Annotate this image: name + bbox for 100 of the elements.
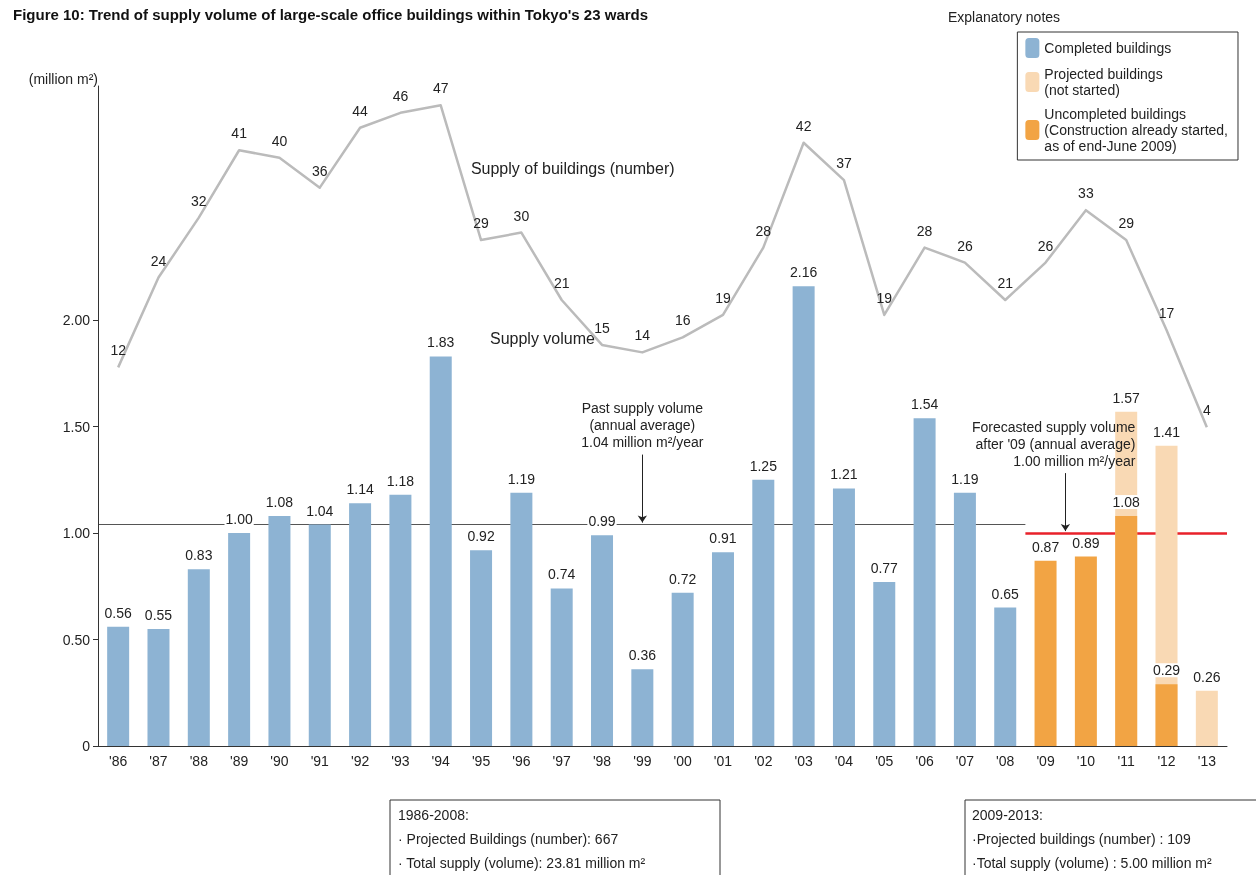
bar	[631, 669, 654, 746]
bar	[429, 356, 452, 746]
text: · Total supply (volume): 23.81 million m²	[398, 855, 646, 871]
data-label: 1.57	[1112, 389, 1141, 406]
bar	[389, 494, 412, 746]
data-label: 1.41	[1152, 423, 1181, 440]
x-tick-label: '09	[1036, 753, 1055, 769]
data-label: 19	[876, 289, 893, 306]
bar	[147, 628, 170, 746]
x-tick-label: '89	[230, 753, 249, 769]
bar	[187, 569, 210, 746]
data-label: 1.18	[386, 472, 415, 489]
data-label: 1.08	[265, 494, 294, 511]
legend-title: Explanatory notes	[948, 9, 1061, 25]
bar	[752, 479, 775, 746]
x-tick-label: '13	[1197, 753, 1217, 769]
data-label: 0.65	[991, 585, 1020, 602]
series-label: Supply of buildings (number)	[470, 160, 675, 178]
bar	[591, 535, 614, 746]
bar	[832, 488, 855, 746]
x-tick-label: '08	[996, 753, 1015, 769]
data-label: 42	[795, 117, 812, 134]
bar	[671, 592, 694, 746]
x-tick-label: '00	[673, 753, 692, 769]
y-tick-label: 2.00	[62, 312, 91, 329]
x-tick-label: '01	[713, 753, 733, 769]
x-tick-label: '92	[350, 753, 370, 769]
bar	[349, 503, 372, 746]
data-label: 0.99	[588, 513, 616, 530]
bar	[792, 286, 815, 746]
legend-label: Uncompleted buildings (Construction already started, as of end-June 2009)	[1044, 106, 1228, 154]
text: 1986-2008:	[398, 807, 469, 823]
data-label: 40	[271, 132, 288, 149]
data-label: 37	[836, 155, 852, 172]
data-label: 29	[473, 215, 490, 232]
bar	[1074, 556, 1097, 746]
x-tick-label: '87	[149, 753, 168, 769]
text: 2009-2013:	[972, 807, 1043, 823]
bar	[994, 607, 1017, 746]
data-label: 0.72	[669, 570, 697, 587]
x-tick-label: '88	[189, 753, 209, 769]
data-label: 0.92	[467, 528, 495, 545]
bar	[1195, 690, 1218, 746]
bar	[470, 550, 493, 746]
data-label: 28	[755, 222, 772, 239]
data-label: 0.29	[1152, 662, 1181, 679]
data-label: 21	[553, 274, 570, 291]
bar	[873, 582, 896, 746]
data-label: 14	[634, 327, 651, 344]
legend-label: Projected buildings (not started)	[1044, 66, 1163, 98]
x-tick-label: '05	[875, 753, 894, 769]
data-label: 21	[997, 274, 1014, 291]
data-label: 0.89	[1072, 534, 1100, 551]
bar	[953, 492, 976, 746]
data-label: 2.16	[790, 264, 818, 281]
bar	[1034, 560, 1057, 746]
text: · Projected Buildings (number): 667	[398, 831, 619, 847]
bar	[107, 626, 130, 746]
x-tick-label: '07	[955, 753, 975, 769]
x-tick-label: '93	[391, 753, 410, 769]
text: ·Total supply (volume) : 5.00 million m²	[972, 855, 1212, 871]
data-label: 41	[231, 125, 248, 142]
data-label: 1.00	[225, 511, 253, 528]
bar	[1155, 684, 1178, 746]
x-tick-label: '04	[834, 753, 854, 769]
data-label: 33	[1078, 185, 1094, 202]
x-tick-label: '90	[270, 753, 289, 769]
data-label: 46	[392, 87, 409, 104]
x-tick-label: '11	[1117, 753, 1136, 769]
data-label: 1.54	[910, 396, 939, 413]
x-tick-label: '12	[1157, 753, 1176, 769]
y-tick-label: 1.50	[62, 418, 91, 435]
data-label: 29	[1118, 215, 1135, 232]
data-label: 0.26	[1193, 668, 1221, 685]
bar	[268, 516, 291, 746]
legend-label: Completed buildings	[1044, 40, 1172, 56]
data-label: 28	[916, 222, 933, 239]
data-label: 32	[191, 192, 207, 209]
data-label: 1.25	[749, 457, 778, 474]
data-label: 1.19	[507, 470, 536, 487]
data-label: 19	[715, 289, 731, 306]
x-tick-label: '97	[552, 753, 572, 769]
data-label: 0.91	[709, 530, 737, 547]
data-label: 1.08	[1112, 494, 1141, 511]
y-tick-label: 0.50	[62, 631, 91, 648]
data-label: 1.21	[830, 466, 858, 483]
x-tick-label: '91	[310, 753, 330, 769]
data-label: 4	[1202, 402, 1211, 419]
bar	[308, 524, 331, 746]
ref-line-label: Forecasted supply volume after '09 (annual average) 1.00 million m²/year	[971, 418, 1136, 469]
data-label: 12	[110, 342, 127, 359]
x-tick-label: '96	[512, 753, 531, 769]
data-label: 0.56	[104, 604, 132, 621]
data-label: 0.83	[185, 547, 213, 564]
x-tick-label: '02	[754, 753, 773, 769]
data-label: 26	[1037, 237, 1054, 254]
data-label: 0.77	[870, 560, 899, 577]
bar	[550, 588, 573, 746]
x-tick-label: '03	[794, 753, 813, 769]
data-label: 17	[1158, 304, 1175, 321]
